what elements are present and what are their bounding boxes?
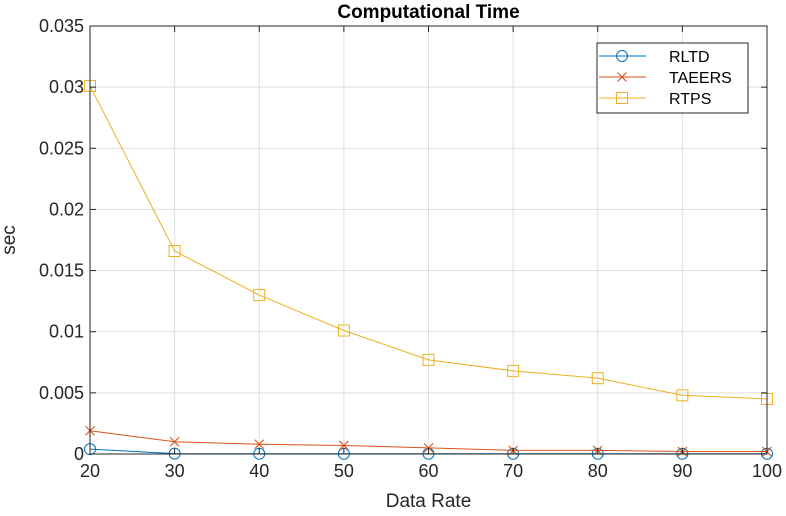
ticks: 20 30 40 50 60 70 80 90 100 0 0.005 0.01 0.015 0.02 0.… [39, 16, 782, 481]
y-tick-label: 0.015 [39, 261, 84, 281]
data-point-taeers [169, 436, 180, 447]
data-point-rtps [507, 364, 520, 377]
legend-item-taeers: TAEERS [599, 70, 732, 87]
data-point-taeers [338, 440, 349, 451]
legend-label-rltd: RLTD [669, 49, 710, 66]
legend-marker-rltd [616, 50, 628, 62]
y-tick-label: 0.01 [49, 322, 84, 342]
x-tick-label: 100 [752, 461, 782, 481]
x-axis-title: Data Rate [386, 491, 472, 511]
y-tick-label: 0.02 [49, 199, 84, 219]
data-point-taeers [254, 439, 265, 450]
data-point-rtps [168, 245, 181, 258]
legend-item-rtps: RTPS [599, 91, 711, 108]
x-tick-label: 30 [165, 461, 185, 481]
x-tick-label: 50 [334, 461, 354, 481]
legend-label-rtps: RTPS [669, 91, 711, 108]
legend-item-rltd: RLTD [599, 49, 710, 66]
data-point-rtps [591, 372, 604, 385]
data-point-rtps [337, 324, 350, 337]
series-rtps [84, 79, 773, 405]
data-point-taeers [423, 442, 434, 453]
data-point-rtps [676, 389, 689, 402]
legend-label-taeers: TAEERS [669, 70, 732, 87]
x-tick-label: 60 [418, 461, 438, 481]
y-tick-label: 0.005 [39, 383, 84, 403]
x-tick-label: 70 [503, 461, 523, 481]
y-axis-title: sec [0, 225, 20, 255]
y-tick-label: 0.025 [39, 138, 84, 158]
chart-title: Computational Time [337, 2, 519, 23]
legend-box [596, 42, 749, 114]
x-tick-label: 90 [672, 461, 692, 481]
x-tick-label: 20 [80, 461, 100, 481]
x-tick-label: 80 [588, 461, 608, 481]
legend-marker-taeers [617, 72, 627, 82]
x-tick-label: 40 [249, 461, 269, 481]
data-point-rtps [422, 353, 435, 366]
series-line-rtps [89, 85, 768, 400]
data-point-rtps [253, 289, 266, 302]
y-tick-label: 0.03 [49, 77, 84, 97]
y-tick-label: 0.035 [39, 16, 84, 36]
legend: RLTD TAEERS RTPS [596, 42, 749, 114]
legend-marker-rtps [616, 92, 628, 104]
y-tick-label: 0 [74, 444, 84, 464]
